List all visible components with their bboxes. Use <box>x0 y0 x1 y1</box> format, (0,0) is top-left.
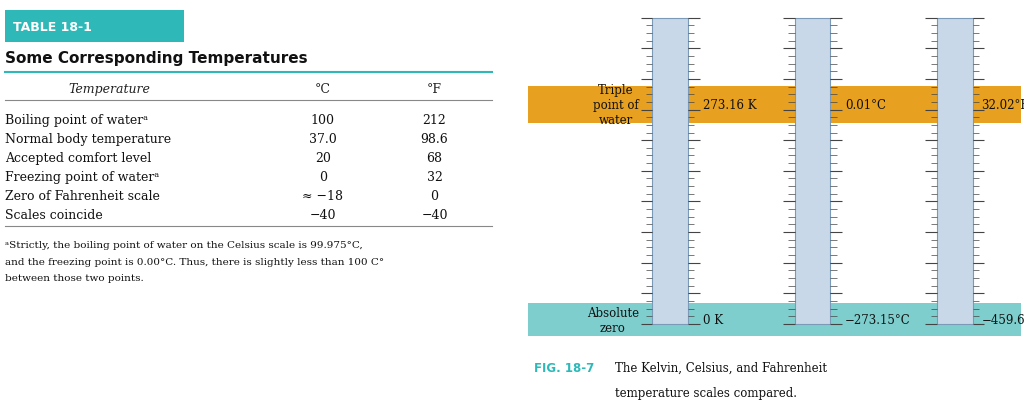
Text: −273.15°C: −273.15°C <box>845 313 911 327</box>
Bar <box>795 19 830 324</box>
Text: °C: °C <box>314 83 331 96</box>
Text: 32.02°F: 32.02°F <box>981 99 1024 112</box>
Text: 273.16 K: 273.16 K <box>702 99 757 112</box>
Text: 100: 100 <box>311 113 335 126</box>
Text: The Kelvin, Celsius, and Fahrenheit: The Kelvin, Celsius, and Fahrenheit <box>615 361 827 374</box>
Bar <box>528 304 1021 337</box>
Text: Absolute
zero: Absolute zero <box>587 306 639 334</box>
Text: Scales coincide: Scales coincide <box>5 208 102 221</box>
Text: FIG. 18-7: FIG. 18-7 <box>534 361 594 374</box>
Text: −40: −40 <box>309 208 336 221</box>
Text: Some Corresponding Temperatures: Some Corresponding Temperatures <box>5 51 307 66</box>
Text: °F: °F <box>427 83 442 96</box>
Text: Boiling point of waterᵃ: Boiling point of waterᵃ <box>5 113 148 126</box>
Bar <box>937 19 973 324</box>
Text: between those two points.: between those two points. <box>5 273 143 282</box>
Bar <box>795 19 830 324</box>
Text: ≈ −18: ≈ −18 <box>302 189 343 202</box>
Text: 98.6: 98.6 <box>421 132 449 145</box>
Bar <box>652 19 688 324</box>
Text: Zero of Fahrenheit scale: Zero of Fahrenheit scale <box>5 189 160 202</box>
Text: Freezing point of waterᵃ: Freezing point of waterᵃ <box>5 170 159 183</box>
Bar <box>652 19 688 324</box>
Text: 32: 32 <box>427 170 442 183</box>
Text: ᵃStrictly, the boiling point of water on the Celsius scale is 99.975°C,: ᵃStrictly, the boiling point of water on… <box>5 240 362 249</box>
Text: 0 K: 0 K <box>702 313 723 327</box>
Text: 37.0: 37.0 <box>309 132 337 145</box>
Text: 0: 0 <box>318 170 327 183</box>
Text: 0.01°C: 0.01°C <box>845 99 886 112</box>
Text: 0: 0 <box>430 189 438 202</box>
Text: Normal body temperature: Normal body temperature <box>5 132 171 145</box>
Bar <box>528 87 1021 124</box>
Text: −40: −40 <box>421 208 447 221</box>
Text: Accepted comfort level: Accepted comfort level <box>5 151 152 164</box>
Bar <box>937 19 973 324</box>
Text: TABLE 18-1: TABLE 18-1 <box>13 21 92 34</box>
Text: 68: 68 <box>427 151 442 164</box>
Text: temperature scales compared.: temperature scales compared. <box>615 386 798 399</box>
Text: 20: 20 <box>314 151 331 164</box>
Text: 212: 212 <box>423 113 446 126</box>
Text: and the freezing point is 0.00°C. Thus, there is slightly less than 100 C°: and the freezing point is 0.00°C. Thus, … <box>5 257 384 266</box>
Text: Triple
point of
water: Triple point of water <box>593 84 639 127</box>
Bar <box>5 11 183 43</box>
Text: −459.67°F: −459.67°F <box>981 313 1024 327</box>
Text: Temperature: Temperature <box>69 83 151 96</box>
